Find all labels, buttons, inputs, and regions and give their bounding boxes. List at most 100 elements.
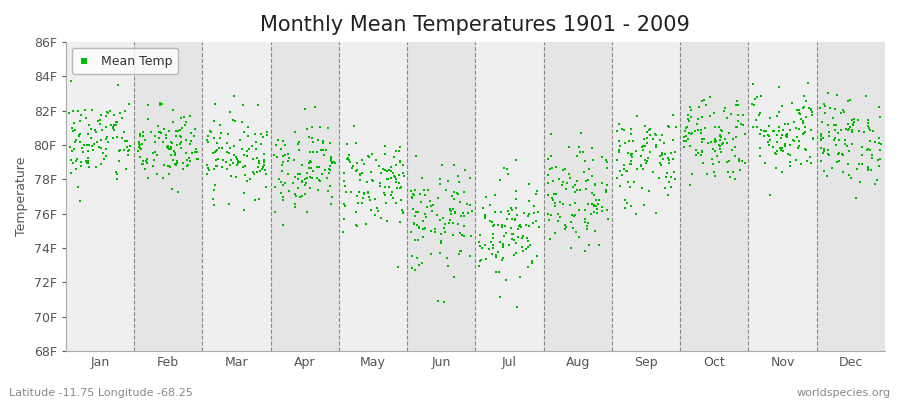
Mean Temp bbox=[448, 209, 463, 216]
Mean Temp bbox=[275, 222, 290, 228]
Mean Temp bbox=[618, 168, 633, 174]
Mean Temp bbox=[374, 170, 388, 176]
Mean Temp bbox=[384, 174, 399, 181]
Mean Temp bbox=[624, 151, 638, 157]
Mean Temp bbox=[302, 165, 316, 171]
Mean Temp bbox=[256, 162, 271, 168]
Mean Temp bbox=[521, 181, 535, 187]
Mean Temp bbox=[174, 134, 188, 140]
Mean Temp bbox=[416, 226, 430, 232]
Mean Temp bbox=[660, 169, 674, 176]
Mean Temp bbox=[251, 102, 266, 108]
Mean Temp bbox=[380, 218, 394, 224]
Mean Temp bbox=[184, 130, 198, 136]
Mean Temp bbox=[175, 125, 189, 132]
Mean Temp bbox=[152, 135, 166, 141]
Mean Temp bbox=[346, 164, 360, 171]
Mean Temp bbox=[174, 145, 188, 152]
Mean Temp bbox=[636, 165, 651, 172]
Mean Temp bbox=[612, 149, 626, 156]
Mean Temp bbox=[508, 252, 522, 258]
Mean Temp bbox=[237, 129, 251, 135]
Mean Temp bbox=[115, 134, 130, 141]
Mean Temp bbox=[180, 157, 194, 163]
Mean Temp bbox=[386, 170, 400, 176]
Mean Temp bbox=[170, 142, 184, 149]
Mean Temp bbox=[428, 226, 442, 233]
Mean Temp bbox=[521, 238, 535, 245]
Mean Temp bbox=[203, 128, 218, 134]
Mean Temp bbox=[814, 132, 828, 139]
Mean Temp bbox=[645, 136, 660, 142]
Mean Temp bbox=[590, 196, 604, 203]
Mean Temp bbox=[861, 117, 876, 123]
Mean Temp bbox=[206, 135, 220, 141]
Mean Temp bbox=[618, 140, 633, 146]
Mean Temp bbox=[319, 167, 333, 173]
Mean Temp bbox=[585, 173, 599, 179]
Mean Temp bbox=[504, 207, 518, 214]
Mean Temp bbox=[239, 153, 254, 159]
Mean Temp bbox=[498, 223, 512, 229]
Mean Temp bbox=[454, 248, 468, 254]
Mean Temp bbox=[152, 129, 166, 135]
Mean Temp bbox=[860, 146, 875, 153]
Mean Temp bbox=[523, 242, 537, 248]
Mean Temp bbox=[378, 200, 392, 206]
Mean Temp bbox=[694, 149, 708, 156]
Mean Temp bbox=[446, 232, 461, 238]
Mean Temp bbox=[378, 184, 392, 190]
Mean Temp bbox=[643, 132, 657, 138]
Mean Temp bbox=[288, 191, 302, 198]
Mean Temp bbox=[689, 152, 704, 158]
Mean Temp bbox=[183, 141, 197, 147]
Mean Temp bbox=[706, 110, 721, 117]
Mean Temp bbox=[696, 160, 710, 166]
Mean Temp bbox=[585, 145, 599, 152]
Mean Temp bbox=[105, 124, 120, 130]
Mean Temp bbox=[85, 143, 99, 150]
Mean Temp bbox=[242, 146, 256, 152]
Mean Temp bbox=[860, 165, 875, 171]
Mean Temp bbox=[292, 171, 306, 177]
Mean Temp bbox=[625, 154, 639, 160]
Mean Temp bbox=[685, 130, 699, 136]
Mean Temp bbox=[681, 118, 696, 124]
Mean Temp bbox=[434, 240, 448, 246]
Mean Temp bbox=[368, 196, 382, 203]
Mean Temp bbox=[629, 112, 643, 119]
Mean Temp bbox=[694, 127, 708, 134]
Mean Temp bbox=[502, 242, 517, 248]
Mean Temp bbox=[227, 143, 241, 150]
Mean Temp bbox=[761, 123, 776, 129]
Mean Temp bbox=[444, 211, 458, 217]
Mean Temp bbox=[716, 128, 730, 134]
Mean Temp bbox=[336, 229, 350, 235]
Mean Temp bbox=[288, 190, 302, 197]
Mean Temp bbox=[752, 111, 766, 118]
Mean Temp bbox=[815, 150, 830, 156]
Mean Temp bbox=[136, 128, 150, 135]
Mean Temp bbox=[112, 82, 126, 88]
Mean Temp bbox=[521, 244, 535, 250]
Mean Temp bbox=[271, 137, 285, 143]
Mean Temp bbox=[491, 222, 505, 228]
Mean Temp bbox=[464, 175, 478, 181]
Mean Temp bbox=[147, 157, 161, 163]
Mean Temp bbox=[580, 223, 594, 230]
Mean Temp bbox=[201, 164, 215, 171]
Mean Temp bbox=[246, 156, 260, 162]
Mean Temp bbox=[505, 236, 519, 242]
Mean Temp bbox=[775, 132, 789, 138]
Mean Temp bbox=[503, 205, 517, 212]
Mean Temp bbox=[500, 216, 514, 223]
Mean Temp bbox=[396, 209, 410, 216]
Mean Temp bbox=[349, 160, 364, 166]
Mean Temp bbox=[634, 163, 648, 169]
Mean Temp bbox=[232, 158, 247, 165]
Mean Temp bbox=[489, 252, 503, 258]
Mean Temp bbox=[787, 137, 801, 144]
Mean Temp bbox=[783, 162, 797, 169]
Mean Temp bbox=[693, 151, 707, 158]
Mean Temp bbox=[542, 217, 556, 224]
